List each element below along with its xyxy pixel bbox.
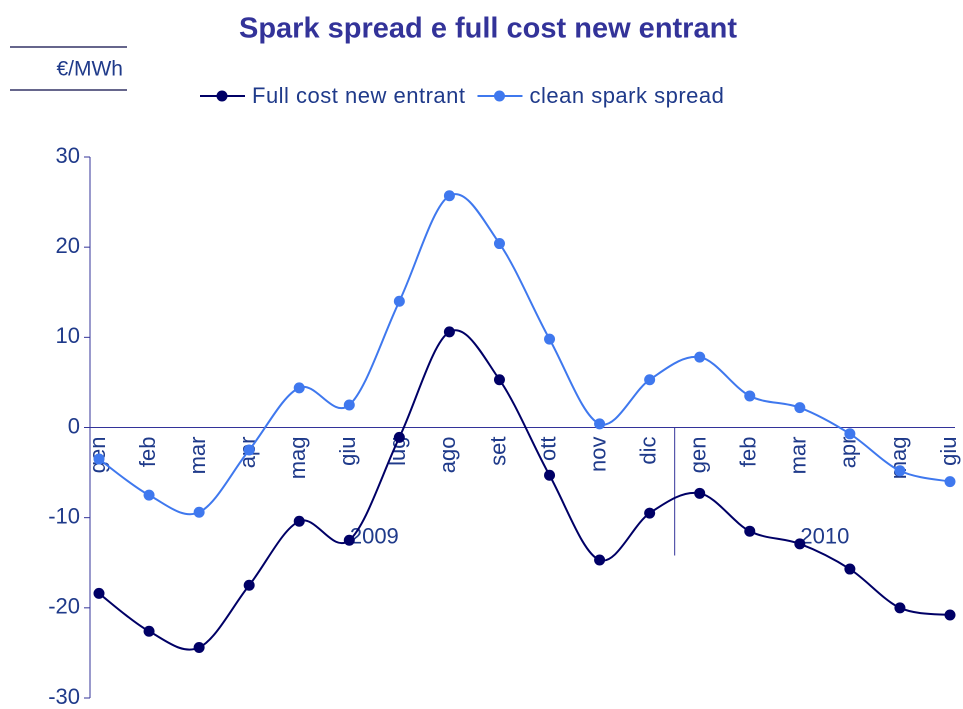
legend-label: clean spark spread — [529, 83, 724, 108]
x-tick-label: mar — [786, 437, 811, 475]
data-point — [694, 487, 706, 499]
data-point — [544, 333, 556, 345]
y-tick-label: -10 — [48, 503, 80, 528]
unit-label: €/MWh — [56, 58, 123, 81]
data-point — [343, 399, 355, 411]
x-tick-label: ago — [435, 437, 460, 474]
data-point — [443, 190, 455, 202]
legend-label: Full cost new entrant — [252, 83, 465, 108]
group-label: 2010 — [800, 523, 849, 548]
series-line — [98, 329, 951, 651]
x-tick-label: apr — [836, 437, 861, 469]
chart-title: Spark spread e full cost new entrant — [239, 13, 737, 45]
data-point — [393, 295, 405, 307]
data-point — [844, 428, 856, 440]
y-tick-label: 0 — [68, 413, 80, 438]
data-point — [694, 351, 706, 363]
x-tick-label: feb — [135, 437, 160, 468]
data-point — [544, 469, 556, 481]
data-point — [644, 507, 656, 519]
x-tick-label: mar — [185, 437, 210, 475]
data-point — [744, 525, 756, 537]
legend-marker — [493, 90, 505, 102]
x-tick-label: giu — [335, 437, 360, 466]
y-tick-label: 30 — [56, 143, 80, 168]
data-point — [143, 489, 155, 501]
data-point — [944, 609, 956, 621]
y-tick-label: 10 — [56, 323, 80, 348]
data-point — [343, 534, 355, 546]
x-tick-label: mag — [285, 437, 310, 480]
data-point — [243, 444, 255, 456]
group-label: 2009 — [350, 523, 399, 548]
data-point — [243, 579, 255, 591]
x-tick-label: dic — [635, 437, 660, 465]
data-point — [744, 390, 756, 402]
data-point — [594, 418, 606, 430]
data-point — [443, 326, 455, 338]
data-point — [293, 515, 305, 527]
data-point — [393, 431, 405, 443]
data-point — [193, 506, 205, 518]
data-point — [493, 374, 505, 386]
data-point — [93, 453, 105, 465]
x-tick-label: gen — [686, 437, 711, 474]
x-tick-label: feb — [736, 437, 761, 468]
y-tick-label: 20 — [56, 233, 80, 258]
data-point — [143, 625, 155, 637]
data-point — [944, 476, 956, 488]
data-point — [894, 602, 906, 614]
x-tick-label: nov — [585, 437, 610, 472]
data-point — [93, 587, 105, 599]
x-tick-label: set — [485, 437, 510, 466]
legend-marker — [216, 90, 228, 102]
data-point — [193, 642, 205, 654]
data-point — [293, 382, 305, 394]
series-line — [98, 193, 951, 516]
data-point — [493, 238, 505, 250]
x-tick-label: giu — [936, 437, 961, 466]
data-point — [644, 374, 656, 386]
data-point — [594, 554, 606, 566]
y-tick-label: -30 — [48, 684, 80, 709]
data-point — [794, 538, 806, 550]
data-point — [894, 465, 906, 477]
y-tick-label: -20 — [48, 594, 80, 619]
data-point — [844, 563, 856, 575]
data-point — [794, 402, 806, 414]
